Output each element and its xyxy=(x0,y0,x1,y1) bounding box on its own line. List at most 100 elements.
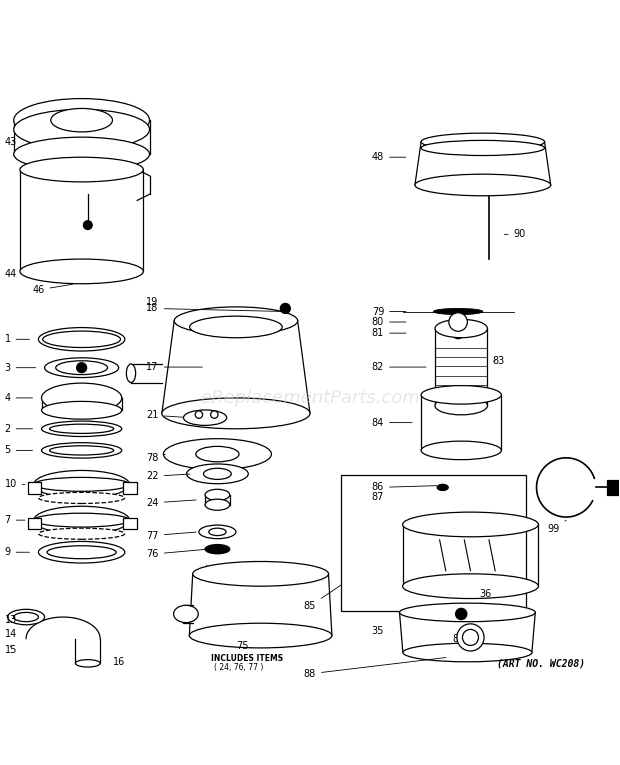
Text: 46: 46 xyxy=(32,285,73,295)
Ellipse shape xyxy=(43,331,120,347)
Circle shape xyxy=(280,304,290,314)
Text: 21: 21 xyxy=(146,410,187,420)
Circle shape xyxy=(456,608,467,620)
Ellipse shape xyxy=(14,109,149,149)
Circle shape xyxy=(463,630,479,646)
Text: 79: 79 xyxy=(372,307,406,317)
Ellipse shape xyxy=(415,174,551,196)
Ellipse shape xyxy=(126,364,136,382)
Ellipse shape xyxy=(189,623,332,648)
Ellipse shape xyxy=(50,446,113,455)
Ellipse shape xyxy=(34,506,130,534)
Circle shape xyxy=(449,313,467,331)
Text: 4: 4 xyxy=(4,393,33,403)
Text: 76: 76 xyxy=(146,549,205,559)
Circle shape xyxy=(77,363,87,373)
Text: 87: 87 xyxy=(372,493,384,503)
Ellipse shape xyxy=(42,383,122,413)
Ellipse shape xyxy=(209,528,226,535)
Text: 17: 17 xyxy=(146,362,202,372)
Ellipse shape xyxy=(435,396,487,415)
Ellipse shape xyxy=(14,137,149,171)
Text: 3: 3 xyxy=(4,363,35,373)
Text: 13: 13 xyxy=(4,615,17,625)
Text: ( 24, 76, 77 ): ( 24, 76, 77 ) xyxy=(215,663,264,672)
Ellipse shape xyxy=(421,441,502,460)
Ellipse shape xyxy=(42,443,122,458)
Ellipse shape xyxy=(174,307,298,334)
Text: 2: 2 xyxy=(4,424,33,434)
Text: 5: 5 xyxy=(4,445,33,455)
Ellipse shape xyxy=(174,605,198,623)
Ellipse shape xyxy=(38,493,125,503)
Circle shape xyxy=(211,411,218,418)
Ellipse shape xyxy=(20,158,143,182)
Bar xyxy=(607,480,620,495)
Text: 19: 19 xyxy=(146,298,159,308)
Circle shape xyxy=(457,623,484,651)
Ellipse shape xyxy=(20,259,143,284)
Ellipse shape xyxy=(402,512,538,537)
Ellipse shape xyxy=(56,361,107,375)
Ellipse shape xyxy=(76,659,100,667)
Bar xyxy=(28,519,41,529)
Ellipse shape xyxy=(7,610,45,625)
Bar xyxy=(123,519,137,529)
Ellipse shape xyxy=(433,308,483,314)
Ellipse shape xyxy=(51,109,112,132)
Bar xyxy=(123,483,137,493)
Ellipse shape xyxy=(14,613,38,622)
Text: 88: 88 xyxy=(304,657,446,679)
Ellipse shape xyxy=(399,603,535,622)
Text: 82: 82 xyxy=(372,362,426,372)
Text: 14: 14 xyxy=(4,630,17,640)
Ellipse shape xyxy=(452,327,464,339)
Text: 9: 9 xyxy=(4,547,30,557)
Ellipse shape xyxy=(205,499,230,510)
Text: 7: 7 xyxy=(4,515,25,525)
Text: 99: 99 xyxy=(547,520,566,535)
Text: 44: 44 xyxy=(4,269,17,279)
Ellipse shape xyxy=(205,545,230,554)
Text: 43: 43 xyxy=(4,137,17,147)
Text: (ART NO. WC208): (ART NO. WC208) xyxy=(497,659,585,669)
Ellipse shape xyxy=(164,438,272,470)
Ellipse shape xyxy=(184,410,227,425)
Ellipse shape xyxy=(421,133,544,151)
Ellipse shape xyxy=(38,327,125,351)
Text: 48: 48 xyxy=(372,152,406,162)
Ellipse shape xyxy=(47,545,116,558)
Ellipse shape xyxy=(45,358,118,378)
Text: 89: 89 xyxy=(452,633,480,643)
Ellipse shape xyxy=(193,562,329,586)
Text: 10: 10 xyxy=(4,480,25,490)
Ellipse shape xyxy=(38,528,125,539)
Ellipse shape xyxy=(421,141,544,155)
Ellipse shape xyxy=(203,468,231,480)
Ellipse shape xyxy=(50,424,113,434)
Text: 84: 84 xyxy=(372,418,412,428)
Ellipse shape xyxy=(42,421,122,437)
Text: 18: 18 xyxy=(146,304,283,314)
Text: 85: 85 xyxy=(304,584,342,611)
Ellipse shape xyxy=(437,484,448,490)
Text: eReplacementParts.com: eReplacementParts.com xyxy=(200,389,420,407)
Text: 90: 90 xyxy=(504,230,526,239)
Text: 81: 81 xyxy=(372,328,406,338)
Text: 75: 75 xyxy=(236,641,249,651)
Text: 35: 35 xyxy=(372,626,384,636)
Bar xyxy=(341,475,526,611)
Text: 86: 86 xyxy=(372,483,437,493)
Ellipse shape xyxy=(205,490,230,500)
Circle shape xyxy=(84,221,92,230)
Ellipse shape xyxy=(42,402,122,419)
Text: 80: 80 xyxy=(372,317,406,327)
Ellipse shape xyxy=(402,574,538,598)
Text: 1: 1 xyxy=(4,334,30,344)
Ellipse shape xyxy=(190,316,282,338)
Ellipse shape xyxy=(435,319,487,337)
Text: 24: 24 xyxy=(146,498,196,508)
Ellipse shape xyxy=(14,99,149,142)
Bar xyxy=(28,483,41,493)
Ellipse shape xyxy=(187,464,248,483)
